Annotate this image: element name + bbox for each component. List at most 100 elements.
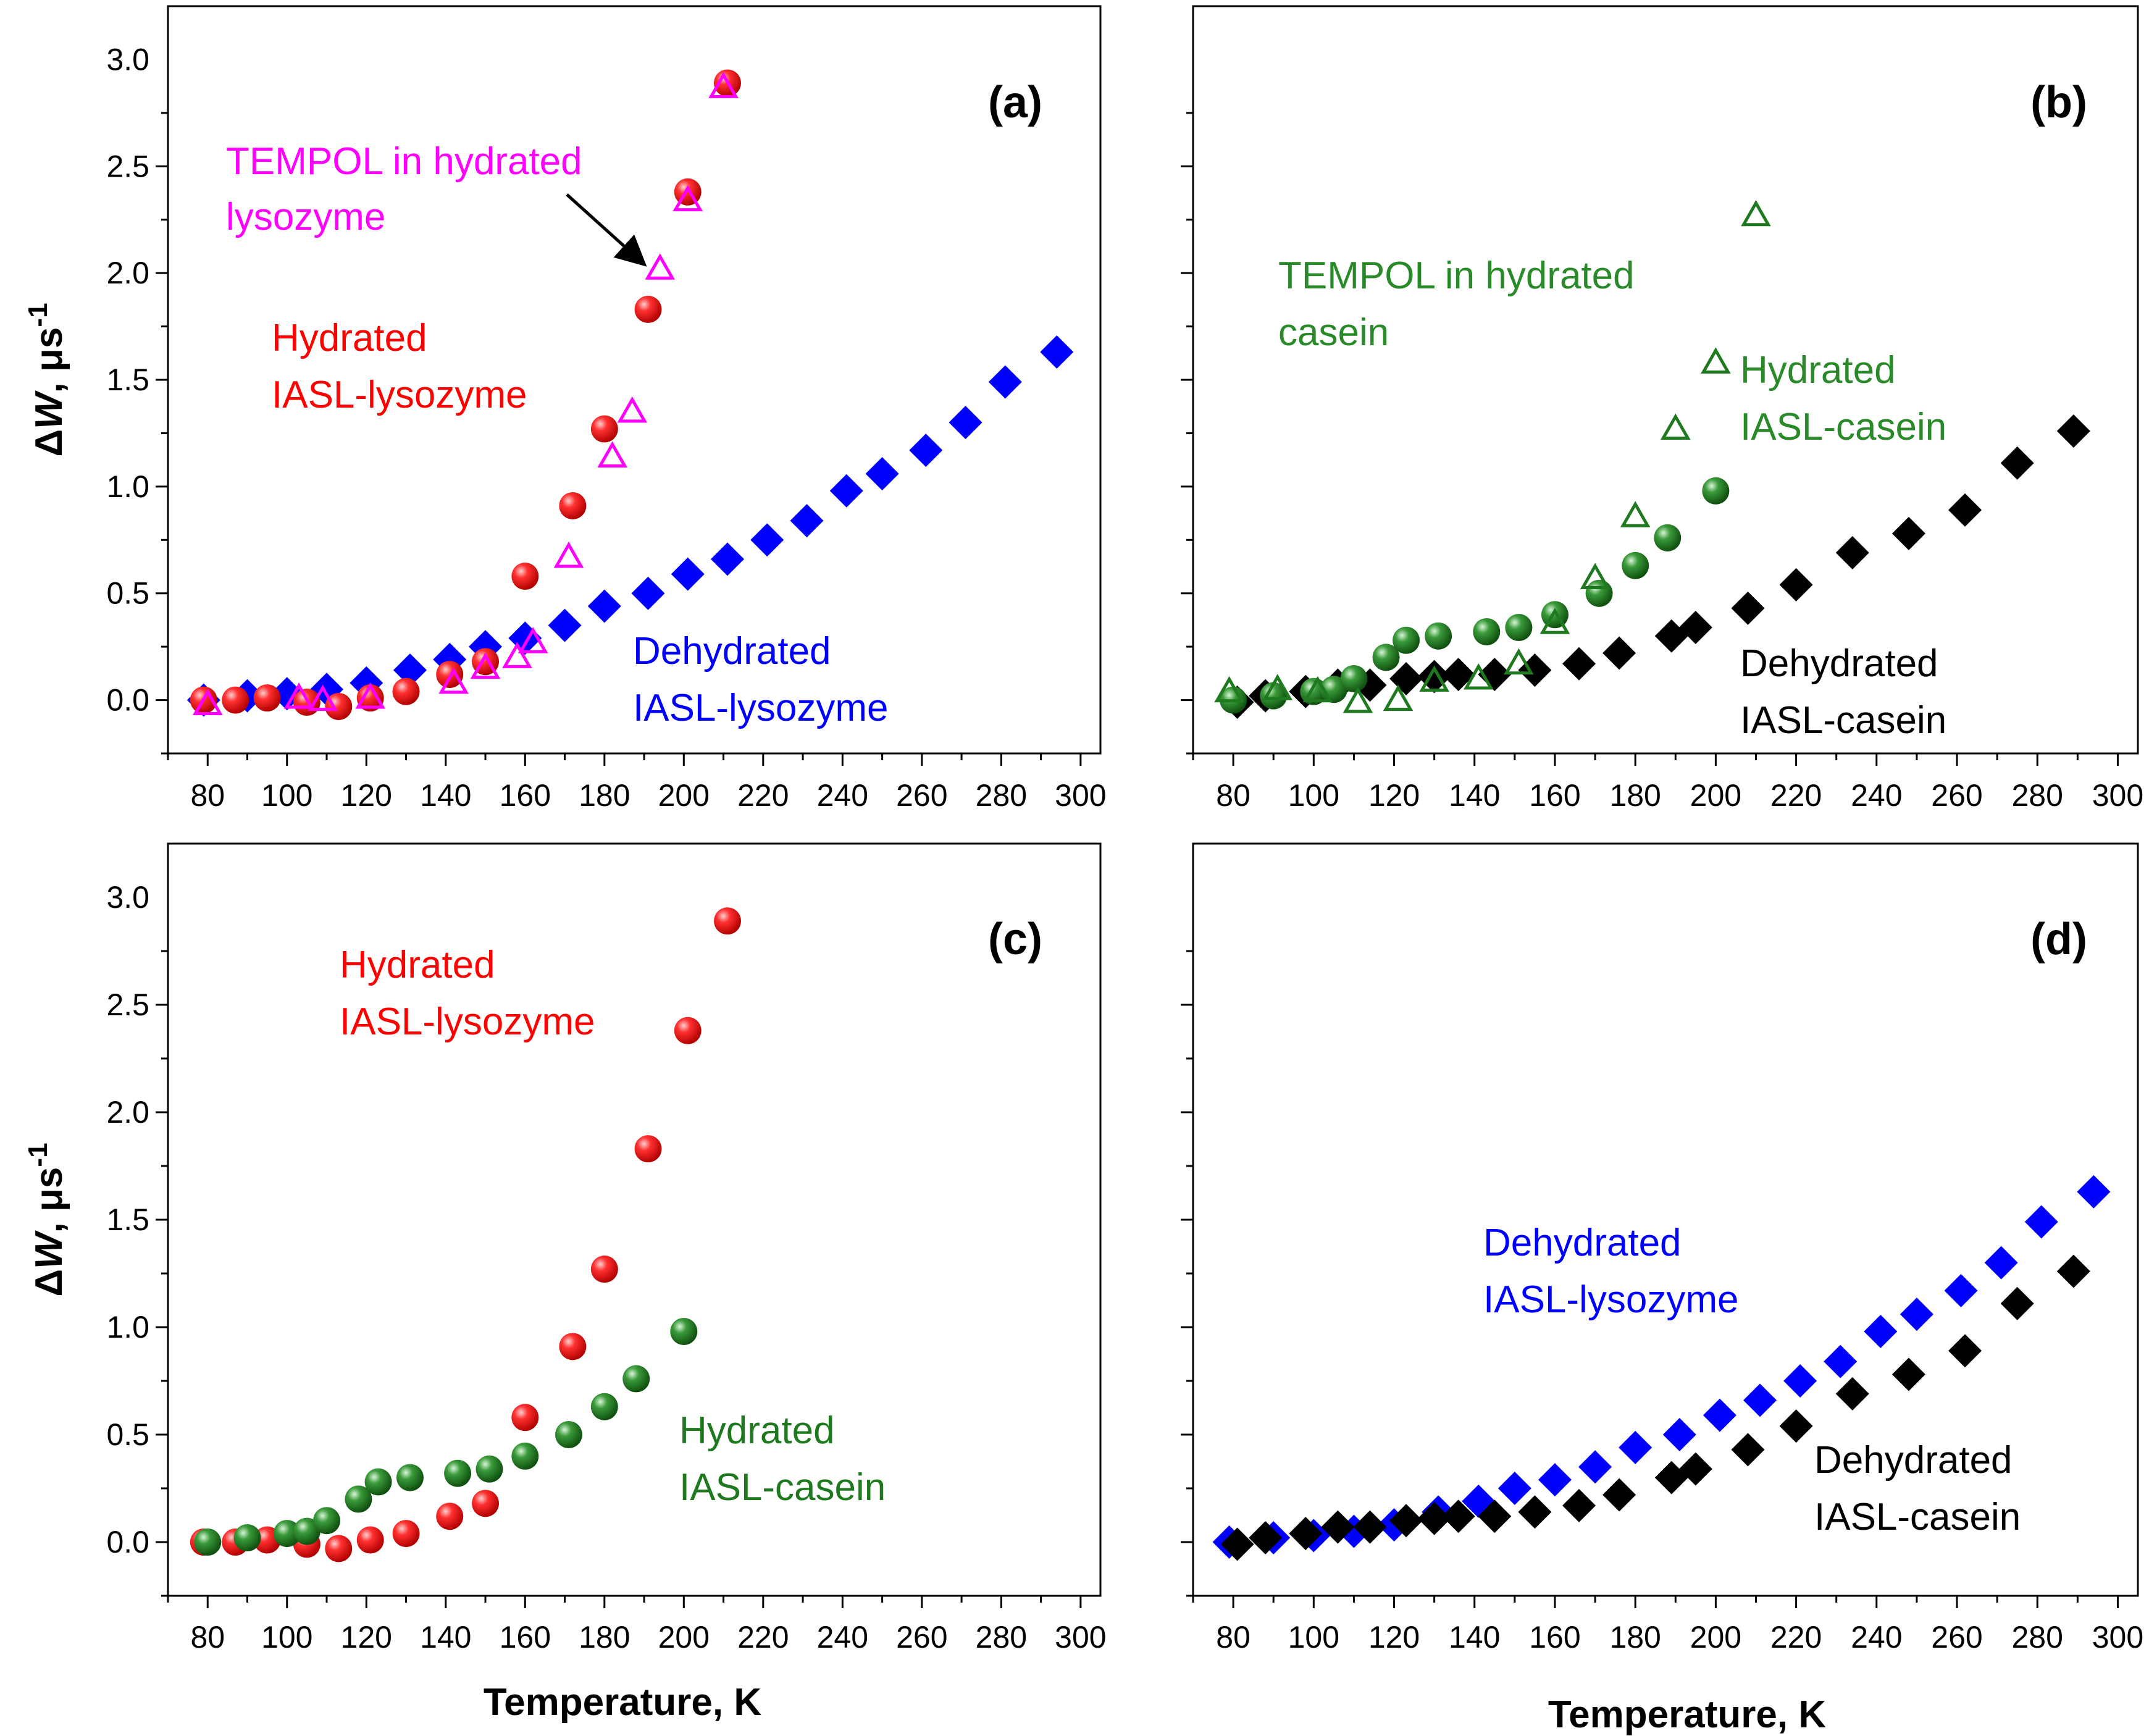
y-tick-label: 3.0 bbox=[106, 880, 149, 915]
x-tick-label: 140 bbox=[420, 778, 471, 813]
annotation-tempol-line1: TEMPOL in hydrated bbox=[226, 140, 582, 183]
point-hydrated-iasl-casein bbox=[273, 1520, 301, 1548]
x-tick-label: 240 bbox=[1851, 1620, 1902, 1654]
point-dehydrated-iasl-casein bbox=[1678, 611, 1712, 645]
x-axis-title-right: Temperature, K bbox=[1548, 1693, 1826, 1736]
x-tick-label: 260 bbox=[1931, 778, 1982, 813]
point-dehydrated-iasl-lysozyme bbox=[631, 576, 665, 610]
annotation-hydrated-line2: IASL-lysozyme bbox=[272, 374, 527, 416]
point-dehydrated-iasl-lysozyme bbox=[671, 557, 705, 591]
point-hydrated-iasl-casein bbox=[1473, 618, 1501, 645]
point-dehydrated-iasl-casein bbox=[1654, 619, 1688, 653]
annotation-hydrated-casein-line2: IASL-casein bbox=[679, 1466, 886, 1509]
point-tempol-in-hydrated-lysozyme bbox=[553, 541, 584, 568]
point-hydrated-iasl-casein bbox=[1260, 682, 1288, 710]
annotation-hydrated-line1: Hydrated bbox=[1740, 349, 1896, 392]
point-hydrated-iasl-lysozyme bbox=[436, 661, 464, 689]
point-dehydrated-iasl-casein bbox=[1220, 1527, 1254, 1561]
x-tick-label: 80 bbox=[1216, 1620, 1250, 1654]
point-hydrated-iasl-casein bbox=[1425, 622, 1452, 650]
point-hydrated-iasl-casein bbox=[1541, 601, 1569, 629]
point-hydrated-iasl-casein bbox=[345, 1485, 372, 1513]
marks-layer bbox=[1214, 199, 2090, 719]
y-tick-label: 0.5 bbox=[106, 1417, 149, 1452]
marks-layer bbox=[186, 69, 1074, 720]
y-tick-label: 1.0 bbox=[106, 469, 149, 504]
y-tick-label: 0.0 bbox=[106, 683, 149, 718]
point-hydrated-iasl-casein bbox=[444, 1459, 472, 1487]
point-dehydrated-iasl-lysozyme bbox=[1498, 1472, 1531, 1505]
point-dehydrated-iasl-casein bbox=[1891, 516, 1925, 550]
point-dehydrated-iasl-casein bbox=[1731, 591, 1765, 625]
x-tick-label: 160 bbox=[1529, 1620, 1580, 1654]
point-dehydrated-iasl-lysozyme bbox=[393, 653, 427, 687]
point-dehydrated-iasl-casein bbox=[1835, 1377, 1869, 1411]
x-tick-label: 280 bbox=[976, 1620, 1027, 1654]
x-tick-label: 260 bbox=[896, 778, 947, 813]
point-dehydrated-iasl-casein bbox=[1518, 1495, 1552, 1529]
panel-label: (b) bbox=[2030, 78, 2087, 127]
point-hydrated-iasl-casein bbox=[1702, 477, 1730, 505]
annotation-hydrated-line1: Hydrated bbox=[272, 317, 427, 359]
point-dehydrated-iasl-casein bbox=[1835, 536, 1869, 570]
point-tempol-in-hydrated-casein bbox=[1620, 501, 1651, 527]
point-dehydrated-iasl-lysozyme bbox=[1824, 1344, 1858, 1378]
point-tempol-in-hydrated-lysozyme bbox=[283, 682, 314, 709]
x-tick-label: 280 bbox=[2012, 778, 2063, 813]
point-tempol-in-hydrated-lysozyme bbox=[517, 627, 548, 653]
point-dehydrated-iasl-lysozyme bbox=[2077, 1175, 2111, 1209]
x-tick-label: 160 bbox=[500, 778, 551, 813]
point-tempol-in-hydrated-casein bbox=[1580, 563, 1611, 590]
annotation-dehydrated-casein-line2: IASL-casein bbox=[1814, 1496, 2021, 1538]
point-hydrated-iasl-casein bbox=[1585, 579, 1613, 607]
point-hydrated-iasl-lysozyme bbox=[436, 1503, 464, 1530]
x-tick-label: 200 bbox=[658, 1620, 710, 1654]
y-axis-title-bottom: ΔW, μs-1 bbox=[23, 1143, 71, 1296]
x-tick-label: 100 bbox=[261, 778, 312, 813]
x-tick-label: 220 bbox=[737, 1620, 789, 1654]
annotation-hydrated-casein-line1: Hydrated bbox=[679, 1409, 835, 1452]
x-tick-label: 300 bbox=[1055, 778, 1106, 813]
point-tempol-in-hydrated-lysozyme bbox=[672, 185, 703, 212]
y-tick-label: 1.5 bbox=[106, 1202, 149, 1237]
x-tick-label: 280 bbox=[976, 778, 1027, 813]
x-tick-label: 280 bbox=[2012, 1620, 2063, 1654]
point-dehydrated-iasl-casein bbox=[2000, 1286, 2034, 1320]
x-tick-label: 240 bbox=[817, 778, 868, 813]
x-tick-label: 120 bbox=[1368, 1620, 1420, 1654]
annotation-tempol-line1: TEMPOL in hydrated bbox=[1278, 254, 1635, 297]
point-dehydrated-iasl-casein bbox=[2056, 414, 2090, 448]
point-tempol-in-hydrated-casein bbox=[1539, 608, 1570, 634]
point-hydrated-iasl-casein bbox=[590, 1393, 618, 1420]
point-hydrated-iasl-lysozyme bbox=[325, 692, 353, 720]
point-tempol-in-hydrated-lysozyme bbox=[308, 684, 338, 711]
point-dehydrated-iasl-casein bbox=[1321, 1510, 1355, 1544]
y-axis-title-top: ΔW, μs-1 bbox=[23, 303, 71, 456]
point-dehydrated-iasl-casein bbox=[1948, 1334, 1982, 1368]
annotation-arrow bbox=[566, 193, 647, 267]
point-hydrated-iasl-casein bbox=[194, 1528, 222, 1556]
point-dehydrated-iasl-casein bbox=[1562, 1488, 1596, 1522]
point-dehydrated-iasl-lysozyme bbox=[865, 457, 899, 491]
x-tick-label: 180 bbox=[1609, 778, 1661, 813]
x-tick-label: 240 bbox=[817, 1620, 868, 1654]
x-tick-label: 220 bbox=[1770, 1620, 1822, 1654]
x-tick-label: 300 bbox=[2092, 1620, 2143, 1654]
annotation-hydrated-lysozyme-line1: Hydrated bbox=[340, 944, 495, 986]
x-tick-label: 220 bbox=[1770, 778, 1822, 813]
annotation-dehydrated-line1: Dehydrated bbox=[633, 630, 831, 673]
x-tick-label: 300 bbox=[1055, 1620, 1106, 1654]
x-tick-label: 240 bbox=[1851, 778, 1902, 813]
point-dehydrated-iasl-lysozyme bbox=[548, 608, 582, 642]
x-tick-label: 100 bbox=[1288, 778, 1339, 813]
point-dehydrated-iasl-lysozyme bbox=[1538, 1463, 1572, 1497]
point-hydrated-iasl-lysozyme bbox=[674, 1017, 702, 1044]
point-dehydrated-iasl-lysozyme bbox=[1864, 1314, 1898, 1348]
point-hydrated-iasl-lysozyme bbox=[590, 415, 618, 443]
point-dehydrated-iasl-casein bbox=[1602, 1478, 1636, 1512]
point-dehydrated-iasl-lysozyme bbox=[1783, 1364, 1817, 1398]
point-dehydrated-iasl-casein bbox=[1353, 1510, 1387, 1544]
point-tempol-in-hydrated-casein bbox=[1660, 413, 1691, 440]
point-tempol-in-hydrated-lysozyme bbox=[470, 652, 501, 679]
